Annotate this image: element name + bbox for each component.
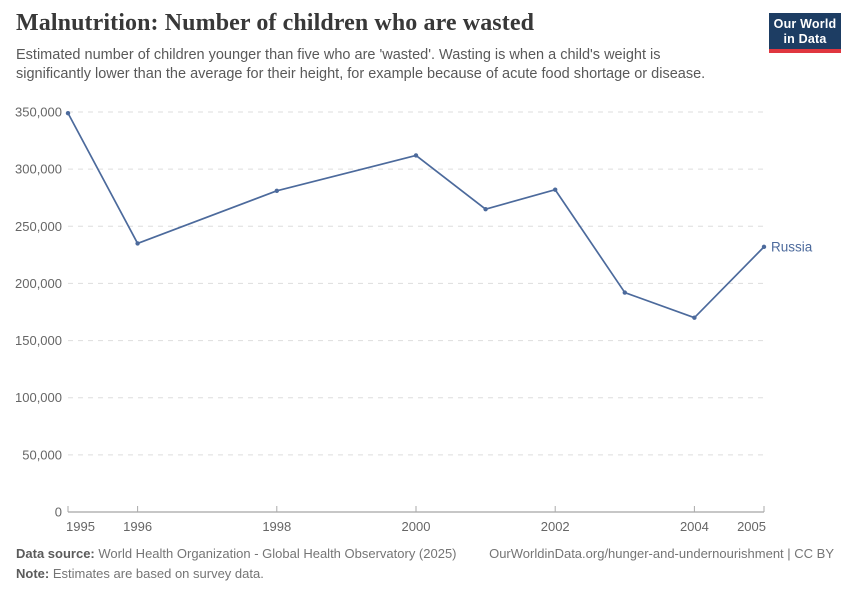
y-tick-label: 150,000 bbox=[15, 333, 62, 348]
data-source-label: Data source: bbox=[16, 546, 95, 561]
x-tick-label: 2000 bbox=[402, 519, 431, 534]
data-point[interactable] bbox=[135, 241, 140, 246]
data-point[interactable] bbox=[622, 290, 627, 295]
y-tick-label: 350,000 bbox=[15, 105, 62, 120]
chart-header: Malnutrition: Number of children who are… bbox=[16, 10, 716, 83]
x-tick-label: 1995 bbox=[66, 519, 95, 534]
owid-logo-line1: Our World bbox=[773, 17, 837, 31]
x-tick-label: 2004 bbox=[680, 519, 709, 534]
series-line[interactable] bbox=[67, 112, 765, 319]
note-label: Note: bbox=[16, 566, 50, 581]
data-point[interactable] bbox=[274, 188, 279, 194]
data-point[interactable] bbox=[483, 206, 488, 212]
owid-link[interactable]: OurWorldinData.org/hunger-and-undernouri… bbox=[489, 546, 834, 561]
note: Note: Estimates are based on survey data… bbox=[16, 564, 834, 584]
data-point[interactable] bbox=[553, 187, 558, 192]
x-tick-label: 1996 bbox=[123, 519, 152, 534]
note-text: Estimates are based on survey data. bbox=[49, 566, 264, 581]
series-end-label[interactable]: Russia bbox=[771, 239, 813, 254]
data-point[interactable] bbox=[65, 110, 71, 116]
owid-logo[interactable]: Our World in Data bbox=[769, 13, 841, 53]
data-point[interactable] bbox=[413, 153, 419, 158]
data-point[interactable] bbox=[692, 315, 697, 320]
y-tick-label: 0 bbox=[55, 505, 62, 520]
owid-logo-line2: in Data bbox=[783, 31, 827, 46]
data-point[interactable] bbox=[761, 244, 767, 250]
x-tick-label: 1998 bbox=[262, 519, 291, 534]
chart-footer: Data source: World Health Organization -… bbox=[16, 544, 834, 584]
data-source-text: World Health Organization - Global Healt… bbox=[94, 546, 457, 561]
y-tick-label: 300,000 bbox=[15, 162, 62, 177]
x-tick-label: 2002 bbox=[541, 519, 570, 534]
data-source: Data source: World Health Organization -… bbox=[16, 544, 457, 564]
chart-subtitle: Estimated number of children younger tha… bbox=[16, 47, 706, 82]
y-tick-label: 200,000 bbox=[15, 276, 62, 291]
y-tick-label: 100,000 bbox=[15, 390, 62, 405]
page-title: Malnutrition: Number of children who are… bbox=[16, 10, 535, 36]
y-tick-label: 50,000 bbox=[22, 447, 62, 462]
x-tick-label: 2005 bbox=[737, 519, 766, 534]
y-tick-label: 250,000 bbox=[15, 219, 62, 234]
chart-area[interactable]: 0 50,000 100,000 150,000 200,000 250,000 300,0… bbox=[0, 95, 850, 540]
